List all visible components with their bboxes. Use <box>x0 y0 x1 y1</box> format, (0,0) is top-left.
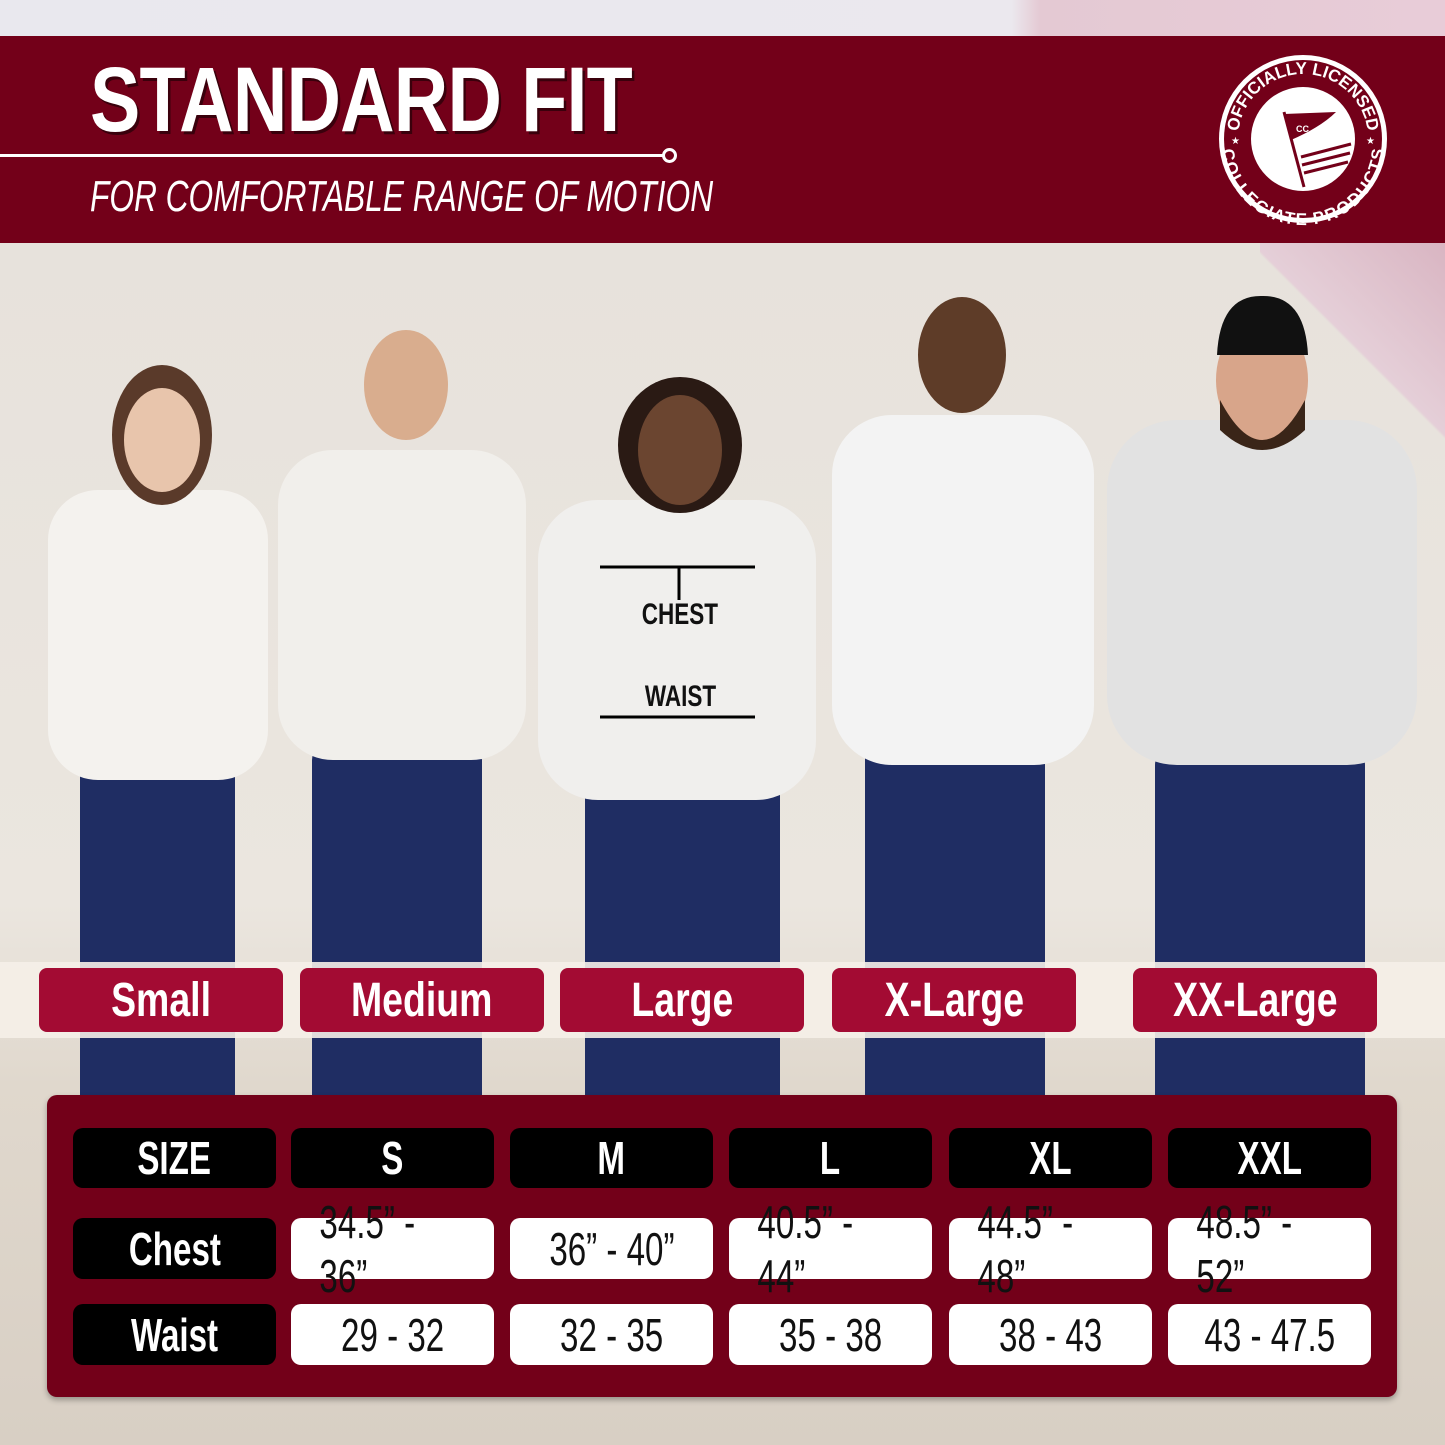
waist-cell-l: 35 - 38 <box>729 1304 932 1365</box>
row-label-chest: Chest <box>73 1218 276 1279</box>
chest-cell-xxl: 48.5” - 52” <box>1168 1196 1371 1302</box>
title-divider <box>0 154 664 157</box>
top-strip <box>0 0 1445 36</box>
row-label-waist: Waist <box>73 1304 276 1365</box>
waist-cell-s: 29 - 32 <box>291 1304 494 1365</box>
table-header-s: S <box>291 1128 494 1188</box>
header-banner <box>0 36 1445 243</box>
table-header-l: L <box>729 1128 932 1188</box>
page-title: STANDARD FIT <box>90 49 633 151</box>
model-xx-large <box>1107 295 1417 1140</box>
models-illustration <box>48 295 1417 1140</box>
size-label-x-large: X-Large <box>832 968 1076 1032</box>
size-label-xx-large: XX-Large <box>1133 968 1377 1032</box>
waist-label: WAIST <box>644 680 716 713</box>
size-label-large: Large <box>560 968 804 1032</box>
table-header-size: SIZE <box>73 1128 276 1188</box>
table-header-m: M <box>510 1128 713 1188</box>
model-large <box>538 377 816 1140</box>
model-small <box>48 365 268 1140</box>
svg-text:CC: CC <box>1296 124 1309 134</box>
officially-licensed-seal-logo: OFFICIALLY LICENSED COLLEGIATE PRODUCTS … <box>1218 55 1388 226</box>
chest-measure-arrow <box>600 565 755 600</box>
chest-cell-xl: 44.5” - 48” <box>949 1196 1152 1302</box>
chest-label: CHEST <box>641 598 719 631</box>
model-medium <box>278 330 526 1140</box>
size-label-medium: Medium <box>300 968 544 1032</box>
table-header-xl: XL <box>949 1128 1152 1188</box>
waist-cell-m: 32 - 35 <box>510 1304 713 1365</box>
svg-text:★: ★ <box>1231 136 1240 147</box>
svg-text:★: ★ <box>1366 136 1375 147</box>
chest-cell-s: 34.5” - 36” <box>291 1196 494 1302</box>
waist-cell-xxl: 43 - 47.5 <box>1168 1304 1371 1365</box>
divider-dot <box>662 148 677 163</box>
waist-cell-xl: 38 - 43 <box>949 1304 1152 1365</box>
size-label-small: Small <box>39 968 283 1032</box>
chest-cell-l: 40.5” - 44” <box>729 1196 932 1302</box>
chest-cell-m: 36” - 40” <box>510 1218 713 1279</box>
table-header-xxl: XXL <box>1168 1128 1371 1188</box>
page-subtitle: FOR COMFORTABLE RANGE OF MOTION <box>90 172 714 221</box>
